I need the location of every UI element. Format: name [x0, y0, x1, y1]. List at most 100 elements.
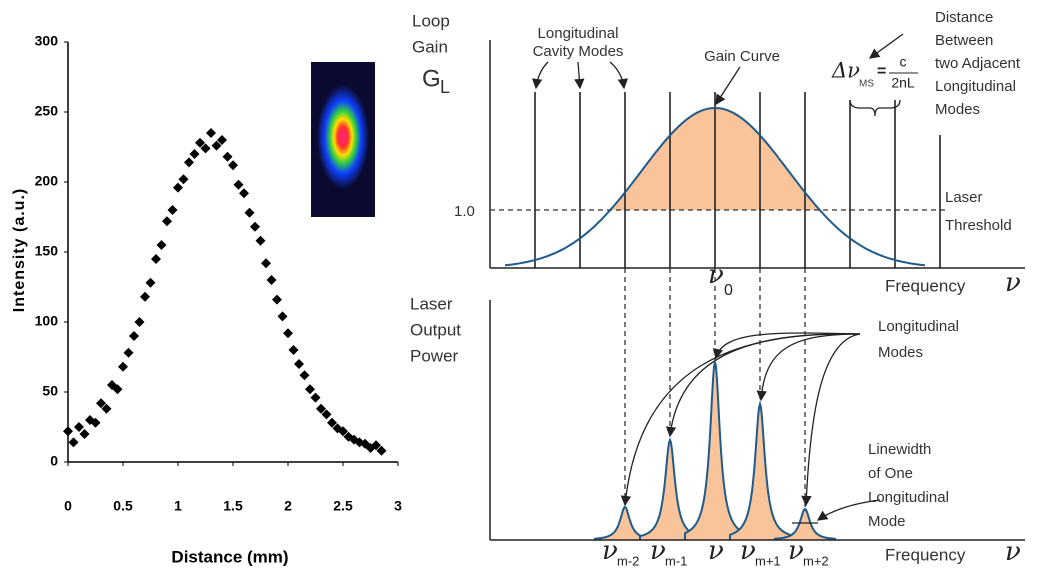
gain-axis-label: Loop	[412, 11, 450, 30]
beam-spot	[317, 85, 369, 189]
peaks	[594, 361, 836, 540]
modes-arrow	[801, 333, 861, 507]
peak-symbol: ν	[788, 536, 804, 566]
data-point	[189, 149, 200, 159]
peak-sub: m+1	[755, 553, 781, 568]
spacing-numerator: c	[900, 54, 907, 70]
data-point	[299, 370, 310, 381]
center-sub: 0	[724, 282, 733, 299]
data-point	[79, 429, 90, 439]
data-point	[239, 188, 249, 199]
peak-sub: m+2	[803, 553, 829, 568]
mode-peak	[774, 507, 836, 540]
data-point	[112, 384, 123, 395]
modes-label: Cavity Modes	[533, 43, 624, 60]
data-point	[184, 157, 194, 168]
peak-sub: m-1	[665, 553, 687, 568]
y-tick-label: 150	[35, 243, 59, 259]
modes-arrow	[531, 61, 549, 90]
data-point	[167, 205, 178, 215]
threshold-label: Laser	[945, 189, 983, 206]
mode-peak	[729, 400, 791, 540]
y-tick-label: 50	[42, 383, 58, 399]
gain-curve	[504, 106, 926, 267]
output-x-label: Frequency	[885, 545, 966, 564]
modes-label: Longitudinal	[538, 25, 619, 42]
peak-symbol: ν	[650, 536, 666, 566]
data-point	[118, 361, 128, 372]
mode-peak	[684, 361, 746, 540]
data-point	[233, 179, 244, 190]
gain-x-label: Frequency	[885, 276, 966, 295]
output-axis-label: Laser	[410, 294, 453, 313]
peak-symbol: ν	[708, 536, 724, 566]
data-point	[123, 347, 134, 358]
data-point	[156, 240, 167, 250]
data-point	[151, 254, 161, 264]
data-point	[145, 277, 156, 288]
peak-sub: m-2	[617, 553, 639, 568]
data-point	[272, 294, 282, 305]
output-axis-label: Power	[410, 346, 459, 365]
spacing-label: two Adjacent	[935, 55, 1021, 72]
modes-arrow	[609, 61, 629, 90]
data-point	[90, 417, 101, 428]
y-tick-label: 200	[35, 173, 59, 189]
center-symbol: ν	[708, 260, 724, 290]
data-point	[96, 398, 106, 409]
data-point	[222, 151, 233, 162]
data-point	[316, 403, 326, 414]
linewidth-label: Mode	[868, 513, 906, 530]
threshold-value: 1.0	[454, 203, 475, 220]
data-point	[305, 384, 315, 395]
scatter-chart: Intensity (a.u.) Distance (mm) 0 50 100 150…	[11, 33, 402, 567]
peak-symbol: ν	[740, 536, 756, 566]
gain-curve-label: Gain Curve	[704, 48, 780, 65]
threshold-label: Threshold	[945, 217, 1012, 234]
data-point	[294, 359, 304, 369]
x-tick-label: 0	[64, 498, 72, 514]
peak-symbol: ν	[602, 536, 618, 566]
data-point	[261, 258, 271, 269]
x-tick-label: 1.5	[223, 498, 243, 514]
data-point	[321, 409, 332, 420]
gain-axis-label: Gain	[412, 37, 448, 56]
data-point	[140, 291, 150, 302]
data-point	[173, 182, 183, 193]
spacing-sub: MS	[859, 79, 874, 90]
spacing-label: Modes	[935, 101, 980, 118]
spacing-denominator: 2nL	[891, 75, 915, 91]
data-point	[162, 216, 172, 227]
x-tick-label: 2.5	[333, 498, 353, 514]
data-point	[277, 311, 288, 322]
x-tick-label: 2	[284, 498, 292, 514]
data-point	[228, 160, 238, 171]
spacing-bracket	[849, 99, 901, 117]
modes-arrow	[574, 61, 585, 90]
data-point	[255, 235, 266, 246]
data-point	[376, 445, 387, 456]
modes-arrow	[620, 333, 861, 507]
spacing-symbol: Δν	[831, 59, 860, 83]
gain-x-symbol: ν	[1005, 268, 1021, 298]
output-x-symbol: ν	[1005, 537, 1021, 567]
data-point	[310, 392, 321, 403]
data-point	[200, 143, 211, 154]
data-point	[101, 403, 112, 414]
spacing-equals: =	[877, 63, 886, 80]
data-point	[288, 345, 299, 355]
y-tick-label: 0	[50, 453, 58, 469]
data-point	[211, 140, 222, 151]
curve-arrow	[715, 66, 741, 106]
data-point	[371, 440, 381, 451]
data-point	[327, 417, 337, 428]
data-point	[195, 137, 205, 148]
modes-arrow	[756, 333, 861, 402]
data-point	[338, 426, 348, 437]
linewidth-label: Linewidth	[868, 441, 931, 458]
output-panel: Laser Output Power Longitudinal Modes Li…	[410, 268, 1025, 568]
x-tick-label: 1	[174, 498, 182, 514]
mode-peak	[639, 437, 701, 540]
data-point	[134, 317, 145, 327]
